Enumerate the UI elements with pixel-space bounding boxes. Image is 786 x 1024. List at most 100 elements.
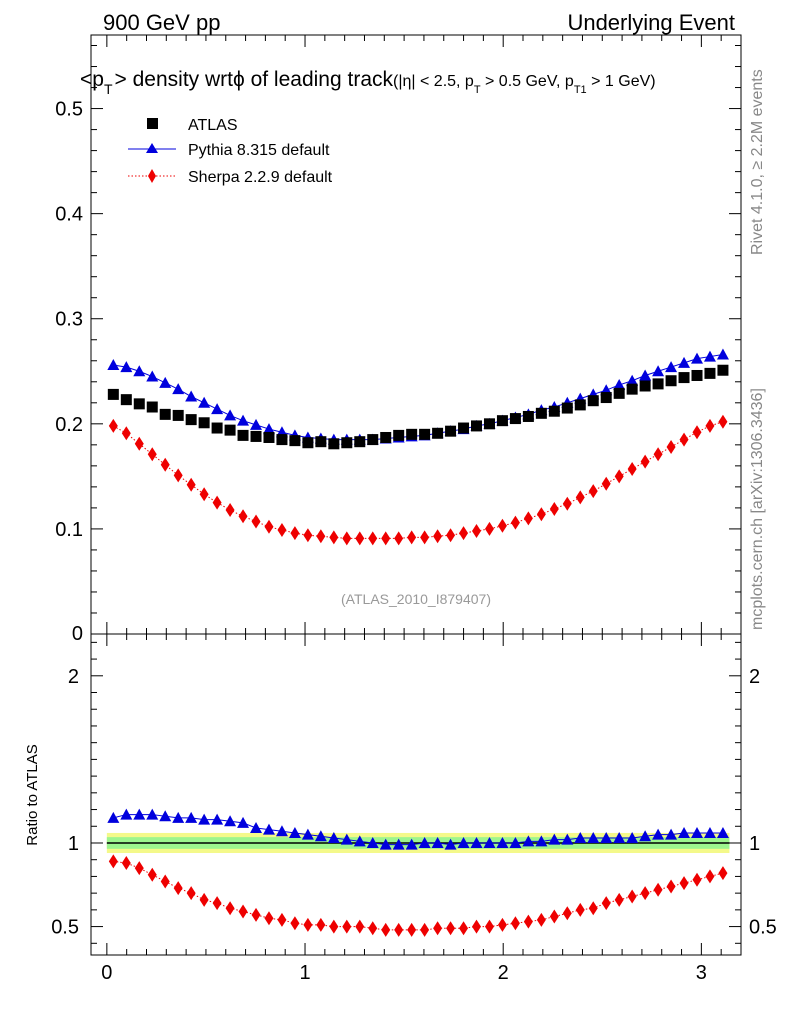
atlas-main-point	[483, 418, 495, 430]
sherpa-ratio-point	[601, 896, 611, 911]
pythia-ratio-point	[107, 811, 120, 823]
sherpa-main-point	[199, 487, 209, 502]
x-tick-label: 3	[696, 962, 707, 984]
sherpa-ratio-point	[523, 914, 533, 929]
atlas-main-point	[419, 428, 431, 440]
atlas-main-point	[224, 424, 236, 436]
atlas-main-point	[717, 364, 729, 376]
pythia-ratio-point	[626, 831, 639, 843]
pythia-main-point	[678, 356, 691, 368]
pythia-ratio-point	[250, 821, 263, 833]
sherpa-main-point	[601, 476, 611, 491]
pythia-ratio-point	[301, 828, 314, 840]
atlas-main-point	[328, 438, 340, 450]
legend-label-sherpa: Sherpa 2.2.9 default	[188, 169, 333, 186]
atlas-main-point	[289, 435, 301, 447]
sherpa-main-point	[666, 439, 676, 454]
atlas-main-point	[315, 436, 327, 448]
sherpa-ratio-point	[588, 901, 598, 916]
sherpa-ratio-point	[303, 917, 313, 932]
sherpa-ratio-point	[510, 916, 520, 931]
pythia-main-point	[665, 361, 678, 373]
pythia-main-point	[224, 409, 237, 421]
sherpa-main-point	[355, 531, 365, 546]
sherpa-main-point	[160, 457, 170, 472]
sherpa-ratio-point	[692, 872, 702, 887]
y-tick-label-ratio-left: 0.5	[51, 917, 79, 939]
pythia-main-point	[716, 348, 729, 360]
sherpa-main-point	[497, 518, 507, 533]
sherpa-ratio-point	[536, 912, 546, 927]
sherpa-main-point	[212, 495, 222, 510]
atlas-main-point	[535, 407, 547, 419]
sherpa-ratio-point	[472, 919, 482, 934]
sherpa-ratio-point	[108, 854, 118, 869]
sherpa-ratio-point	[679, 876, 689, 891]
sherpa-ratio-point	[199, 892, 209, 907]
pythia-ratio-point	[431, 836, 444, 848]
pythia-ratio-point	[392, 838, 405, 850]
sherpa-main-point	[290, 526, 300, 541]
sherpa-main-point	[316, 529, 326, 544]
sherpa-ratio-point	[316, 917, 326, 932]
sherpa-main-point	[342, 531, 352, 546]
pythia-ratio-point	[159, 810, 172, 822]
pythia-ratio-point	[262, 823, 275, 835]
atlas-main-point	[665, 375, 677, 387]
sherpa-ratio-point	[251, 907, 261, 922]
sherpa-main-point	[238, 509, 248, 524]
atlas-main-point	[548, 405, 560, 417]
atlas-main-point	[393, 429, 405, 441]
sherpa-main-point	[108, 418, 118, 433]
atlas-main-point	[276, 434, 288, 446]
sherpa-main-point	[251, 514, 261, 529]
atlas-main-point	[185, 414, 197, 426]
y-tick-label-ratio-right: 0.5	[749, 917, 777, 939]
sherpa-main-point	[614, 469, 624, 484]
atlas-main-point	[133, 398, 145, 410]
atlas-main-point	[172, 409, 184, 421]
pythia-main-point	[652, 365, 665, 377]
legend: ATLAS Pythia 8.315 default Sherpa 2.2.9 …	[128, 117, 333, 186]
sherpa-ratio-point	[666, 879, 676, 894]
pythia-main-point	[237, 414, 250, 426]
y-tick-label-main: 0.1	[55, 519, 83, 541]
sherpa-ratio-point	[342, 919, 352, 934]
sherpa-ratio-point	[147, 867, 157, 882]
atlas-main-point	[613, 387, 625, 399]
sherpa-ratio-point	[484, 919, 494, 934]
legend-marker-sherpa	[148, 169, 156, 183]
pythia-ratio-point	[444, 838, 457, 850]
series-markers	[107, 348, 729, 937]
sherpa-main-point	[627, 462, 637, 477]
sherpa-main-point	[381, 531, 391, 546]
sherpa-main-point	[653, 447, 663, 462]
atlas-main-point	[509, 413, 521, 425]
sherpa-main-point	[368, 531, 378, 546]
sherpa-main-point	[510, 515, 520, 530]
x-tick-label: 0	[101, 962, 112, 984]
y-tick-label-main: 0.4	[55, 204, 83, 226]
pythia-ratio-point	[470, 836, 483, 848]
y-tick-label-main: 0.5	[55, 99, 83, 121]
sherpa-ratio-point	[238, 904, 248, 919]
pythia-ratio-point	[418, 836, 431, 848]
sherpa-ratio-point	[640, 886, 650, 901]
pythia-main-point	[172, 383, 185, 395]
sherpa-main-point	[562, 496, 572, 511]
pythia-ratio-point	[652, 828, 665, 840]
pythia-ratio-point	[211, 813, 224, 825]
sherpa-main-point	[433, 529, 443, 544]
ratio-y-axis-label: Ratio to ATLAS	[24, 744, 41, 845]
atlas-main-point	[652, 378, 664, 390]
pythia-ratio-point	[172, 811, 185, 823]
sherpa-ratio-point	[718, 866, 728, 881]
sherpa-main-point	[264, 519, 274, 534]
sherpa-main-point	[459, 526, 469, 541]
legend-label-atlas: ATLAS	[188, 117, 238, 134]
sherpa-ratio-point	[277, 912, 287, 927]
sherpa-ratio-point	[329, 919, 339, 934]
pythia-ratio-point	[639, 830, 652, 842]
atlas-main-point	[587, 395, 599, 407]
sherpa-main-point	[640, 454, 650, 469]
